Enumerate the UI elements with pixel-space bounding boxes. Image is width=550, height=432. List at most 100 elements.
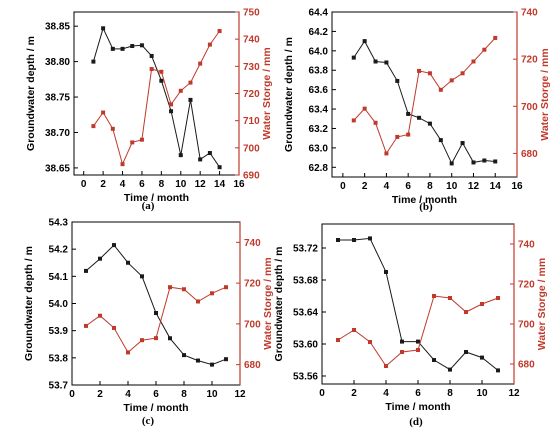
y-left-tick-label: 63.0	[309, 143, 329, 154]
depth-data-point	[196, 358, 200, 363]
storage-data-point	[139, 137, 144, 142]
y-left-axis-label: Groundwater depth / m	[283, 37, 295, 152]
x-tick-label: 14	[214, 179, 226, 190]
y-left-tick-label: 53.60	[293, 340, 318, 351]
x-tick-label: 6	[153, 389, 159, 400]
y-left-tick-label: 38.65	[45, 163, 70, 174]
x-tick-label: 2	[100, 179, 106, 190]
depth-data-point	[448, 367, 452, 372]
depth-data-point	[449, 161, 454, 166]
storage-data-point	[362, 106, 367, 111]
panel-label: (c)	[142, 415, 155, 427]
depth-data-point	[438, 138, 443, 143]
x-axis-label: Time / month	[123, 402, 188, 414]
storage-data-point	[169, 102, 174, 107]
y-left-tick-label: 54.1	[49, 272, 69, 283]
storage-series-line	[92, 30, 221, 166]
storage-data-point	[98, 313, 102, 318]
depth-data-point	[395, 78, 400, 83]
depth-data-point	[482, 158, 487, 163]
y-right-tick-label: 700	[518, 320, 535, 331]
depth-data-point	[224, 357, 228, 362]
storage-data-point	[417, 68, 422, 73]
y-left-tick-label: 63.6	[309, 85, 329, 96]
storage-data-point	[178, 88, 183, 93]
storage-data-point	[438, 87, 443, 92]
y-right-axis-label: Water Storge / mm	[539, 48, 550, 140]
depth-data-point	[384, 60, 389, 65]
x-tick-label: 14	[490, 181, 502, 192]
y-left-tick-label: 62.8	[309, 163, 329, 174]
storage-data-point	[448, 296, 452, 300]
depth-data-point	[98, 256, 102, 261]
depth-data-point	[471, 160, 476, 165]
x-tick-label: 0	[319, 388, 325, 399]
depth-data-point	[149, 53, 154, 58]
depth-data-point	[182, 353, 186, 358]
y-right-tick-label: 680	[518, 360, 535, 371]
storage-data-point	[480, 302, 484, 306]
y-left-axis-label: Groundwater depth / m	[25, 36, 37, 151]
x-tick-label: 6	[405, 181, 411, 192]
x-tick-label: 8	[447, 388, 453, 399]
y-right-tick-label: 720	[243, 89, 260, 100]
storage-data-point	[384, 151, 389, 156]
x-tick-label: 6	[139, 179, 145, 190]
storage-data-point	[384, 364, 388, 368]
y-left-tick-label: 53.9	[49, 326, 69, 337]
y-right-axis-label: Water Storge / mm	[536, 258, 548, 350]
y-left-tick-label: 64.2	[309, 27, 329, 38]
x-tick-label: 0	[340, 181, 346, 192]
depth-data-point	[352, 238, 356, 242]
x-tick-label: 12	[234, 389, 246, 400]
depth-series-line	[353, 40, 496, 165]
depth-data-point	[368, 236, 372, 241]
depth-data-point	[159, 78, 164, 83]
depth-data-point	[400, 339, 404, 344]
depth-data-point	[373, 59, 378, 64]
storage-data-point	[460, 71, 465, 76]
storage-data-point	[395, 134, 400, 139]
panel-label: (b)	[419, 201, 433, 213]
x-tick-label: 12	[195, 179, 207, 190]
depth-data-point	[217, 165, 222, 170]
storage-data-point	[207, 42, 212, 47]
depth-data-point	[178, 153, 183, 158]
storage-data-point	[351, 118, 356, 123]
y-left-tick-label: 53.7	[49, 381, 69, 392]
storage-data-point	[217, 29, 222, 34]
depth-data-point	[91, 59, 96, 64]
storage-data-point	[110, 126, 115, 131]
y-right-tick-label: 720	[244, 279, 261, 290]
storage-data-point	[101, 110, 106, 115]
depth-data-point	[351, 55, 356, 60]
storage-data-point	[336, 338, 340, 342]
x-tick-label: 10	[206, 389, 218, 400]
depth-data-point	[210, 362, 214, 367]
storage-data-point	[496, 296, 500, 300]
plot-frame	[71, 221, 241, 386]
storage-data-point	[168, 285, 172, 290]
depth-data-point	[169, 109, 174, 114]
storage-data-point	[464, 310, 468, 314]
storage-data-point	[140, 338, 144, 343]
storage-data-point	[126, 350, 130, 355]
storage-data-point	[182, 287, 186, 292]
storage-data-point	[84, 323, 88, 328]
x-tick-label: 12	[468, 181, 480, 192]
storage-data-point	[210, 291, 214, 296]
y-right-tick-label: 680	[521, 149, 538, 160]
y-left-tick-label: 63.8	[309, 66, 329, 77]
storage-data-point	[368, 340, 372, 344]
y-left-tick-label: 64.4	[309, 8, 329, 19]
depth-series-line	[85, 244, 227, 366]
y-right-tick-label: 740	[244, 238, 261, 249]
x-tick-label: 8	[181, 389, 187, 400]
x-axis-label: Time / month	[392, 194, 457, 206]
y-left-tick-label: 54.2	[49, 245, 69, 256]
y-left-axis-label: Groundwater depth / m	[273, 247, 285, 362]
depth-data-point	[460, 141, 465, 146]
storage-data-point	[449, 78, 454, 83]
y-right-tick-label: 680	[244, 360, 261, 371]
depth-data-point	[362, 39, 367, 44]
